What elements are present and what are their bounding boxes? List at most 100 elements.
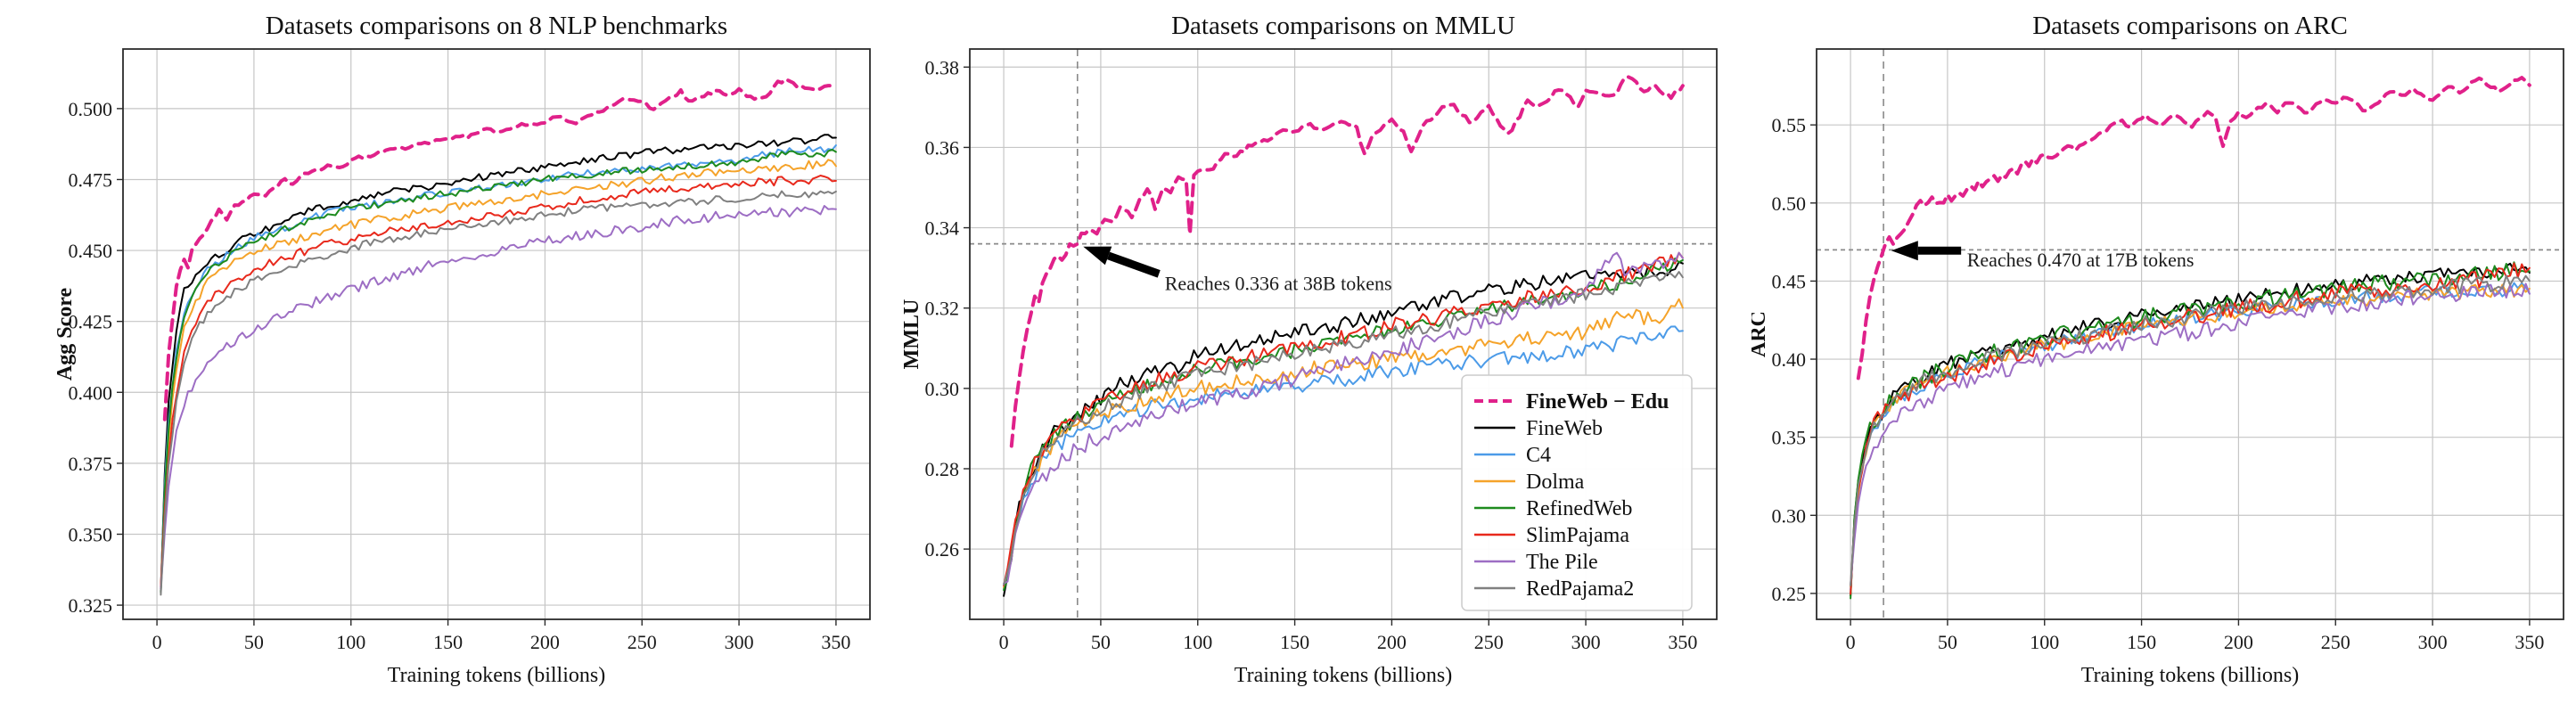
tick-label-y: 0.25 [1772, 583, 1807, 605]
series-line-fineweb_edu [1856, 76, 2531, 381]
tick-label-y: 0.350 [69, 523, 113, 545]
tick-label-y: 0.30 [1772, 504, 1807, 527]
legend-label-fineweb_edu: FineWeb − Edu [1526, 390, 1669, 413]
y-axis-label: MMLU [900, 299, 923, 370]
series-line-c4 [1850, 282, 2531, 591]
tick-label-y: 0.55 [1772, 114, 1807, 136]
chart-arc: Reaches 0.470 at 17B tokens 0 50 100 150 200 2… [1752, 0, 2576, 704]
axes-border [1816, 48, 2564, 620]
tick-label-x: 100 [2030, 631, 2059, 653]
series-line-fineweb_edu [162, 77, 838, 422]
tick-label-y: 0.40 [1772, 348, 1807, 371]
chart-title: Datasets comparisons on MMLU [1171, 12, 1515, 40]
tick-label-y: 0.450 [69, 240, 113, 262]
tick-label-x: 250 [2321, 631, 2350, 653]
tick-label-y: 0.26 [925, 538, 960, 561]
tick-label-x: 0 [999, 631, 1009, 653]
tick-label-y: 0.500 [69, 98, 113, 120]
tick-label-x: 50 [244, 631, 264, 653]
tick-label-y: 0.325 [69, 594, 113, 617]
tick-label-y: 0.34 [925, 217, 960, 240]
tick-label-x: 100 [336, 631, 365, 653]
series-line-the_pile [1850, 282, 2531, 586]
y-axis-label: Agg Score [53, 288, 77, 381]
tick-label-x: 300 [725, 631, 754, 653]
series-line-redpajama2 [1850, 274, 2531, 586]
chart-canvas: Reaches 0.470 at 17B tokens 0 50 100 150 200 2… [1752, 12, 2564, 687]
tick-label-x: 200 [2224, 631, 2253, 653]
tick-label-x: 50 [1091, 631, 1111, 653]
series-line-redpajama2 [160, 190, 837, 596]
chart-canvas: Reaches 0.336 at 38B tokens 0 50 100 150 200 2… [900, 12, 1718, 687]
tick-label-y: 0.32 [925, 298, 960, 320]
series-group [1850, 76, 2531, 600]
annotation-text: Reaches 0.470 at 17B tokens [1967, 249, 2195, 271]
annotation-arrow-head [1083, 246, 1112, 266]
x-axis-label: Training tokens (billions) [1235, 664, 1452, 687]
legend-label-c4: C4 [1526, 444, 1551, 467]
tick-label-x: 300 [1571, 631, 1601, 653]
chart-mmlu: Reaches 0.336 at 38B tokens 0 50 100 150 200 2… [891, 0, 1752, 704]
chart-title: Datasets comparisons on ARC [2032, 12, 2348, 40]
tick-label-y: 0.50 [1772, 192, 1807, 215]
tick-label-y: 0.35 [1772, 427, 1807, 449]
tick-label-x: 0 [1846, 631, 1856, 653]
legend: FineWeb − Edu FineWeb C4 Dolma RefinedWeb Sli… [1461, 374, 1693, 611]
legend-label-slimpajama: SlimPajama [1526, 524, 1629, 547]
tick-label-y: 0.400 [69, 381, 113, 404]
tick-label-x: 150 [433, 631, 463, 653]
legend-label-fineweb: FineWeb [1526, 417, 1603, 440]
legend-label-the_pile: The Pile [1526, 551, 1598, 574]
series-line-dolma [1850, 283, 2531, 587]
tick-label-x: 250 [628, 631, 657, 653]
tick-label-x: 150 [2127, 631, 2156, 653]
tick-label-y: 0.38 [925, 56, 960, 78]
series-line-fineweb [1003, 260, 1684, 597]
series-line-redpajama2 [1003, 271, 1684, 586]
legend-label-refinedweb: RefinedWeb [1526, 497, 1632, 520]
tick-label-x: 150 [1280, 631, 1309, 653]
legend-label-dolma: Dolma [1526, 471, 1585, 494]
tick-label-y: 0.425 [69, 311, 113, 333]
series-line-slimpajama [1003, 251, 1684, 587]
tick-label-x: 50 [1938, 631, 1957, 653]
series-group [160, 77, 838, 596]
tick-label-y: 0.475 [69, 168, 113, 191]
axes-border [122, 48, 871, 620]
series-line-slimpajama [160, 175, 837, 588]
tick-label-y: 0.45 [1772, 270, 1807, 292]
x-axis-label: Training tokens (billions) [2081, 664, 2299, 687]
tick-label-y: 0.36 [925, 136, 960, 159]
tick-label-x: 250 [1474, 631, 1504, 653]
tick-label-y: 0.28 [925, 458, 960, 480]
tick-label-y: 0.375 [69, 453, 113, 475]
legend-box [1461, 374, 1693, 611]
series-line-c4 [160, 144, 837, 590]
annotation-arrow-shaft [1107, 251, 1161, 278]
series-line-c4 [1003, 325, 1684, 591]
annotation-text: Reaches 0.336 at 38B tokens [1165, 272, 1392, 294]
tick-label-x: 200 [530, 631, 560, 653]
tick-label-x: 100 [1183, 631, 1212, 653]
x-axis-label: Training tokens (billions) [388, 664, 605, 687]
series-line-dolma [160, 159, 837, 591]
tick-label-x: 0 [152, 631, 162, 653]
series-line-refinedweb [160, 148, 837, 594]
tick-label-x: 350 [821, 631, 850, 653]
series-line-the_pile [160, 205, 837, 591]
y-axis-label: ARC [1752, 311, 1770, 357]
tick-label-x: 200 [1377, 631, 1407, 653]
series-line-fineweb_edu [1009, 75, 1685, 448]
chart-title: Datasets comparisons on 8 NLP benchmarks [266, 12, 727, 40]
series-group [1003, 75, 1685, 597]
tick-label-x: 300 [2418, 631, 2448, 653]
tick-label-y: 0.30 [925, 378, 960, 400]
axes-border [969, 48, 1718, 620]
tick-label-x: 350 [2514, 631, 2544, 653]
series-line-slimpajama [1850, 262, 2531, 595]
chart-nlp-benchmarks: 0 50 100 150 200 250 300 350 0.325 0.350 0.375 0.40… [0, 0, 891, 704]
legend-label-redpajama2: RedPajama2 [1526, 577, 1634, 601]
series-line-refinedweb [1850, 261, 2531, 600]
annotation-arrow-head [1891, 241, 1918, 261]
